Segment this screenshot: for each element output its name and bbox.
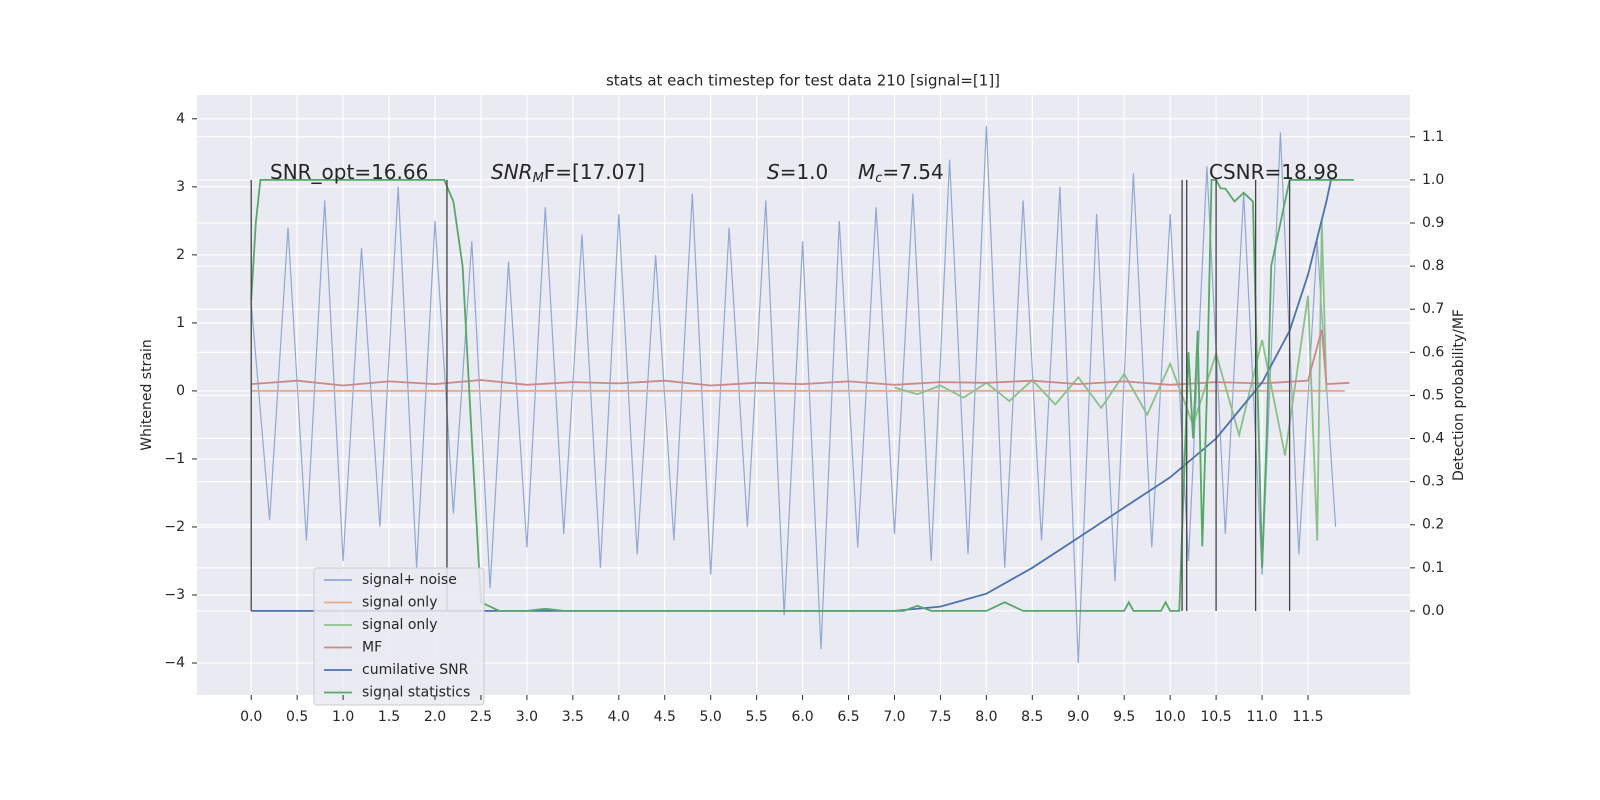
x-tick-label: 4.0	[608, 709, 630, 725]
y-tick-label: 2	[176, 247, 185, 263]
annotation-text: CSNR=18.98	[1209, 160, 1339, 184]
x-tick-label: 8.5	[1021, 709, 1043, 725]
x-tick-label: 1.5	[378, 709, 400, 725]
legend-label: signal+ noise	[362, 572, 457, 588]
annotation-text: SNR_opt=16.66	[270, 160, 428, 184]
y-tick-label: 4	[176, 111, 185, 127]
legend-label: MF	[362, 640, 382, 656]
x-tick-label: 10.5	[1201, 709, 1232, 725]
y-tick-label: 1	[176, 315, 185, 331]
y2-tick-label: 0.3	[1422, 474, 1444, 490]
x-tick-label: 0.5	[286, 709, 308, 725]
y-axis-label: Whitened strain	[139, 339, 155, 450]
annotation: SNR_opt=16.66	[270, 160, 428, 184]
x-tick-label: 9.0	[1067, 709, 1089, 725]
x-tick-label: 4.5	[654, 709, 676, 725]
y2-tick-label: 0.9	[1422, 215, 1444, 231]
x-tick-label: 8.0	[975, 709, 997, 725]
x-tick-label: 10.0	[1155, 709, 1186, 725]
legend-label: signal statistics	[362, 685, 470, 701]
x-tick-label: 11.5	[1292, 709, 1323, 725]
legend: signal+ noise signal only signal only MF cum…	[314, 568, 484, 705]
x-tick-label: 11.0	[1246, 709, 1277, 725]
annotation-text: =7.54	[882, 160, 943, 184]
y-tick-label: −2	[164, 519, 185, 535]
y-tick-label: 3	[176, 179, 185, 195]
legend-label: signal only	[362, 595, 437, 611]
chart: stats at each timestep for test data 210…	[0, 0, 1600, 800]
chart-title: stats at each timestep for test data 210…	[606, 72, 1000, 90]
annotation-text: F=[17.07]	[544, 160, 645, 184]
y2-tick-label: 0.0	[1422, 603, 1444, 619]
y2-tick-label: 0.4	[1422, 431, 1444, 447]
x-tick-label: 7.5	[929, 709, 951, 725]
x-tick-label: 0.0	[240, 709, 262, 725]
x-tick-label: 3.0	[516, 709, 538, 725]
y-tick-label: −3	[164, 587, 185, 603]
x-tick-label: 6.5	[837, 709, 859, 725]
y2-tick-label: 1.1	[1422, 129, 1444, 145]
x-tick-label: 3.5	[562, 709, 584, 725]
x-tick-label: 2.0	[424, 709, 446, 725]
x-tick-label: 1.0	[332, 709, 354, 725]
y-tick-label: −4	[164, 655, 185, 671]
legend-label: signal only	[362, 617, 437, 633]
annotation-subscript: M	[533, 171, 544, 186]
page: stats at each timestep for test data 210…	[0, 0, 1600, 800]
x-tick-label: 9.5	[1113, 709, 1135, 725]
annotation: Mc=7.54	[858, 160, 944, 186]
annotation-text: S	[767, 160, 780, 184]
y2-tick-label: 0.8	[1422, 258, 1444, 274]
y2-tick-label: 0.6	[1422, 344, 1444, 360]
annotation-text: =1.0	[780, 160, 829, 184]
annotation: S=1.0	[767, 160, 828, 184]
annotation: CSNR=18.98	[1209, 160, 1339, 184]
y-tick-label: −1	[164, 451, 185, 467]
x-tick-label: 2.5	[470, 709, 492, 725]
y2-axis-label: Detection probability/MF	[1451, 309, 1467, 481]
x-tick-label: 7.0	[883, 709, 905, 725]
y2-tick-label: 1.0	[1422, 172, 1444, 188]
y2-tick-label: 0.1	[1422, 560, 1444, 576]
annotation-text: M	[858, 160, 875, 184]
legend-label: cumilative SNR	[362, 662, 469, 678]
y2-tick-label: 0.2	[1422, 517, 1444, 533]
y2-tick-label: 0.7	[1422, 301, 1444, 317]
y2-tick-label: 0.5	[1422, 387, 1444, 403]
annotation-subscript: c	[875, 171, 882, 186]
y-tick-label: 0	[176, 383, 185, 399]
annotation: SNRMF=[17.07]	[491, 160, 645, 186]
annotation-text: SNR	[491, 160, 533, 184]
x-tick-label: 6.0	[791, 709, 813, 725]
x-tick-label: 5.0	[700, 709, 722, 725]
x-tick-label: 5.5	[746, 709, 768, 725]
